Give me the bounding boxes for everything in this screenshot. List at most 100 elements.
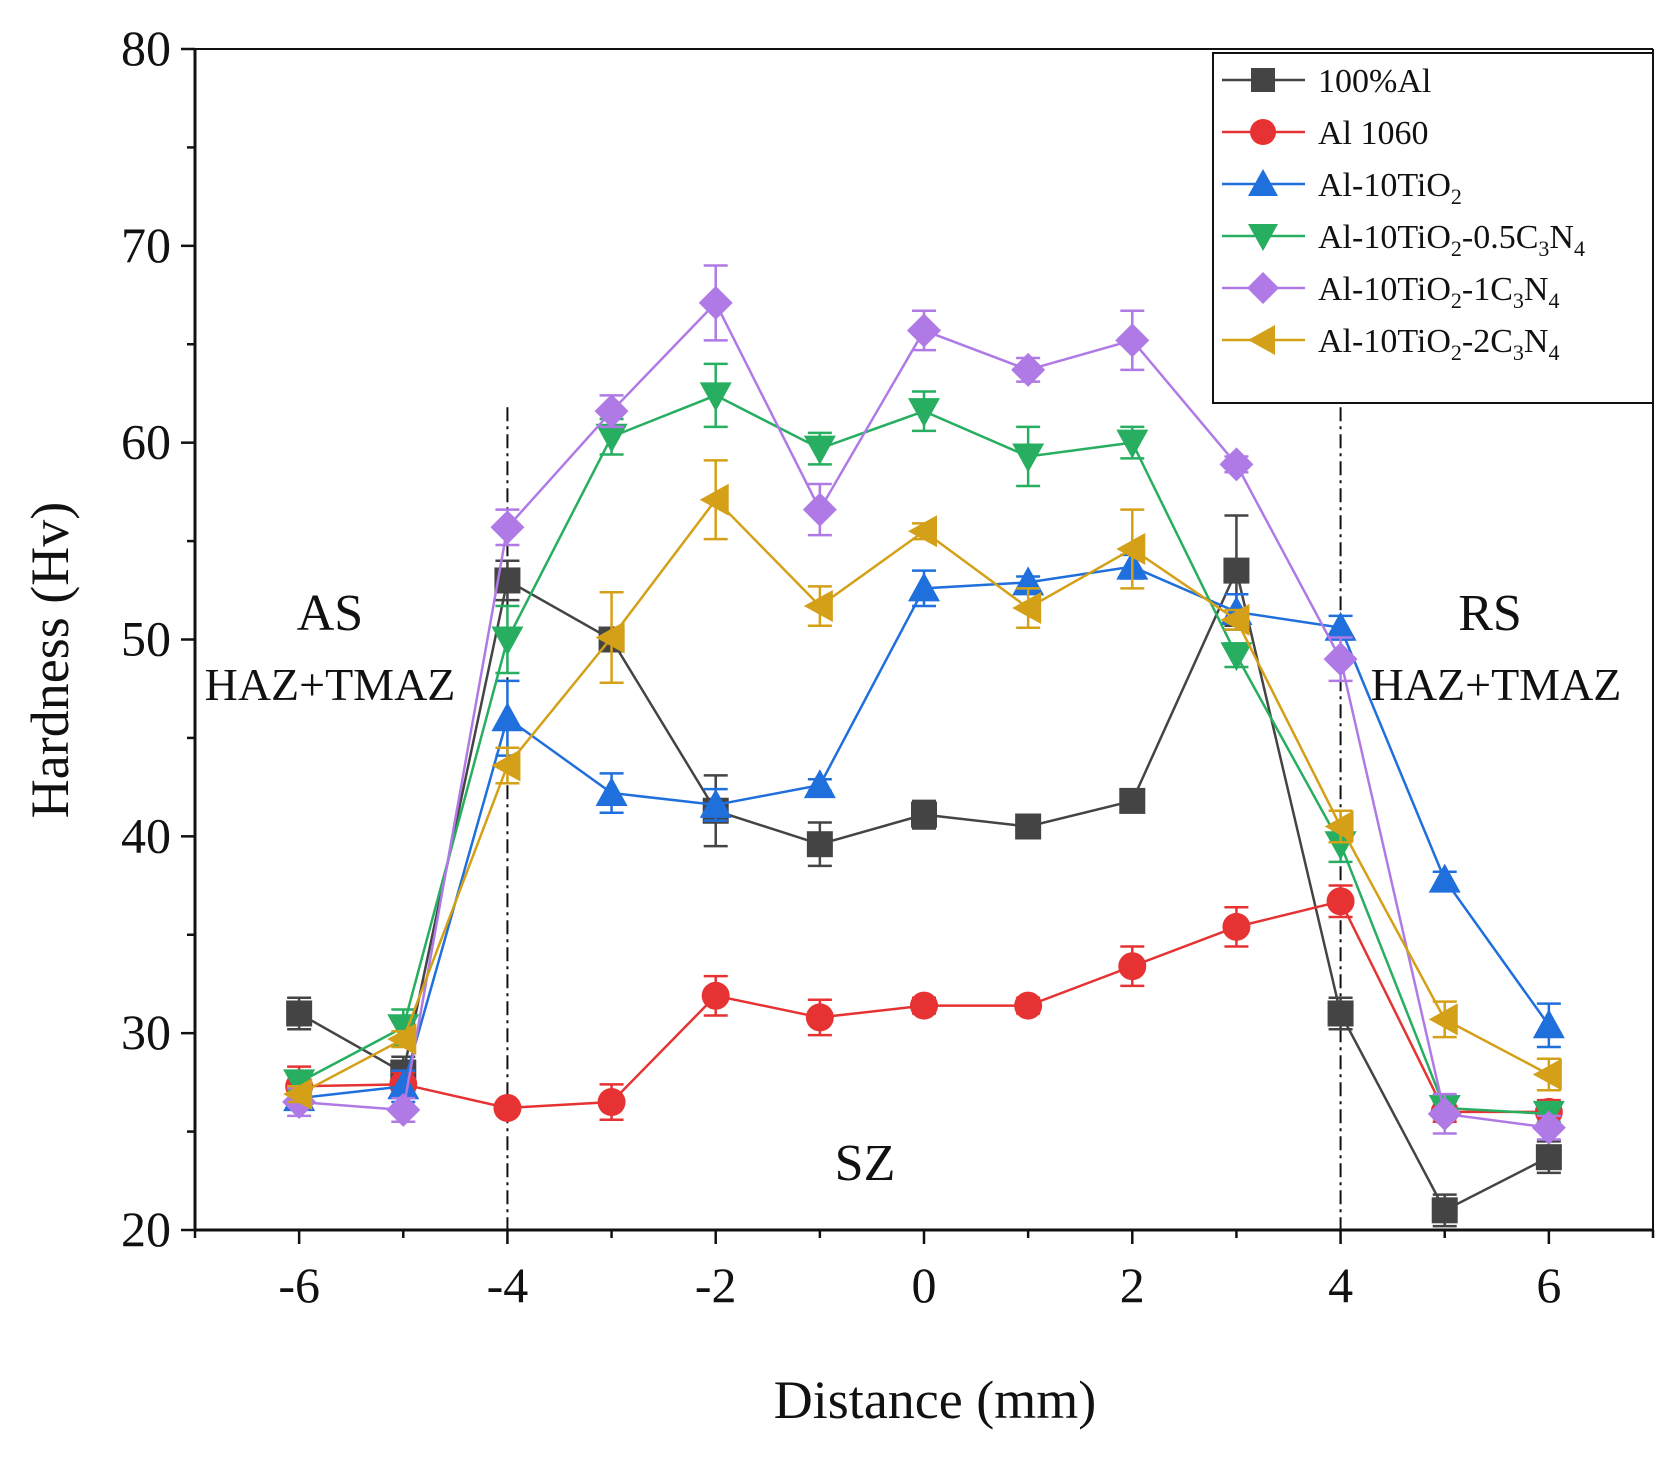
data-point [1012, 592, 1042, 625]
data-point [1119, 787, 1146, 814]
series-layer [282, 264, 1566, 1228]
data-point [698, 285, 733, 320]
legend-entry-s1: 100%Al [1222, 63, 1431, 100]
y-tick-label: 30 [121, 1004, 171, 1060]
data-point [491, 626, 524, 656]
data-point [595, 777, 628, 807]
legend-entry-s5: Al-10TiO2-1C3N4 [1222, 271, 1559, 313]
x-tick-label: -6 [278, 1257, 320, 1313]
data-point [1532, 1009, 1565, 1039]
data-point [805, 1003, 834, 1032]
legend-label: 100%Al [1318, 63, 1431, 100]
data-point [595, 423, 628, 453]
legend-entry-s4: Al-10TiO2-0.5C3N4 [1222, 219, 1585, 261]
legend-marker [1248, 169, 1278, 196]
data-point [701, 981, 730, 1010]
legend-entry-s2: Al 1060 [1222, 115, 1429, 152]
data-point [1323, 642, 1358, 677]
legend-box [1212, 52, 1654, 404]
data-point [1220, 642, 1253, 672]
x-tick-label: 4 [1328, 1257, 1353, 1313]
data-point [1222, 912, 1251, 941]
annotation-rs: RS [1458, 585, 1522, 642]
series-s1 [286, 514, 1562, 1228]
axes-layer: -6 -4 -2 0 2 4 6 20 30 40 50 60 70 80 [121, 20, 1655, 1313]
legend-label: Al-10TiO2-2C3N4 [1318, 323, 1559, 365]
data-point [1219, 447, 1254, 482]
legend-marker [1247, 272, 1279, 304]
y-tick-label: 20 [121, 1201, 171, 1257]
data-point [803, 435, 836, 465]
data-point [1327, 1000, 1354, 1027]
data-point [1011, 352, 1046, 387]
data-point [283, 1078, 313, 1111]
legend-entry-s6: Al-10TiO2-2C3N4 [1222, 323, 1559, 365]
data-point [286, 1000, 313, 1027]
data-point [1223, 557, 1250, 584]
data-point [1118, 952, 1147, 981]
data-point [490, 510, 525, 545]
data-point [1015, 813, 1042, 840]
y-tick-label: 60 [121, 414, 171, 470]
data-point [1532, 1058, 1562, 1091]
data-point [597, 1088, 626, 1117]
data-point [806, 831, 833, 858]
annotation-as-zone: HAZ+TMAZ [205, 659, 456, 710]
x-tick-label: -4 [487, 1257, 529, 1313]
legend-label: Al-10TiO2-0.5C3N4 [1318, 219, 1585, 261]
data-point [493, 1093, 522, 1122]
data-point [594, 394, 629, 429]
data-point [699, 483, 729, 516]
x-tick-label: 6 [1536, 1257, 1561, 1313]
data-point [1014, 991, 1043, 1020]
series-s6 [283, 459, 1562, 1111]
data-point [283, 1069, 316, 1099]
data-point [803, 590, 833, 623]
data-point [1012, 443, 1045, 473]
data-point [1116, 429, 1149, 459]
legend-marker [1248, 224, 1278, 251]
data-point [1431, 1197, 1458, 1224]
x-tick-label: 0 [912, 1257, 937, 1313]
data-point [908, 515, 937, 548]
y-tick-label: 70 [121, 217, 171, 273]
y-tick-label: 50 [121, 611, 171, 667]
x-axis-title: Distance (mm) [774, 1370, 1096, 1430]
data-point [1116, 532, 1146, 565]
data-point [911, 801, 937, 828]
x-tick-label: -2 [695, 1257, 737, 1313]
series-s3 [283, 550, 1565, 1112]
data-point [1427, 1096, 1462, 1131]
legend-label: Al-10TiO2 [1318, 167, 1462, 209]
data-point [908, 572, 940, 602]
data-point [802, 492, 837, 527]
legend-label: Al-10TiO2-1C3N4 [1318, 271, 1559, 313]
data-point [387, 1070, 420, 1100]
series-s5 [282, 264, 1566, 1145]
data-point [595, 621, 625, 654]
data-point [908, 398, 940, 428]
legend-marker [1250, 119, 1276, 145]
data-point [1535, 1144, 1562, 1171]
data-point [1115, 323, 1150, 358]
data-point [386, 1092, 421, 1127]
series-line [298, 566, 1550, 1212]
data-point [1220, 603, 1250, 636]
data-point [699, 788, 732, 818]
legend-entry-s3: Al-10TiO2 [1222, 167, 1462, 209]
data-point [1324, 611, 1357, 641]
annotation-as: AS [297, 585, 363, 642]
legend-label: Al 1060 [1318, 115, 1429, 152]
data-point [1428, 1003, 1458, 1036]
data-point [1531, 1110, 1566, 1145]
y-tick-label: 40 [121, 807, 171, 863]
data-point [491, 749, 521, 782]
data-point [1326, 887, 1355, 916]
x-tick-label: 2 [1120, 1257, 1145, 1313]
legend-marker [1248, 325, 1275, 355]
y-axis-title: Hardness (Hv) [20, 502, 80, 818]
annotation-rs-zone: HAZ+TMAZ [1371, 659, 1622, 710]
data-point [491, 702, 524, 732]
annotation-sz: SZ [835, 1135, 896, 1192]
